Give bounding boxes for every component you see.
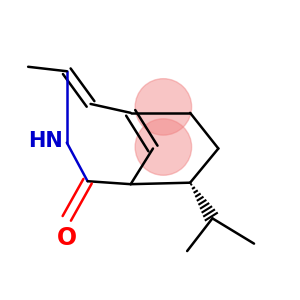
Text: O: O [57,226,77,250]
Text: HN: HN [28,131,63,151]
Circle shape [135,79,192,135]
Circle shape [135,119,192,175]
